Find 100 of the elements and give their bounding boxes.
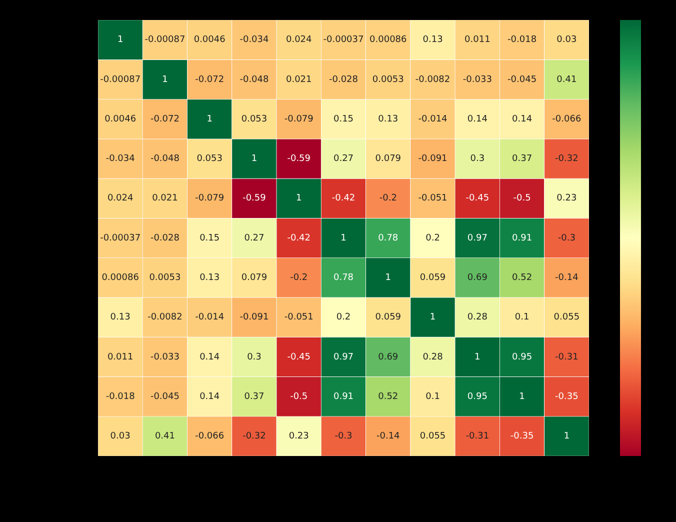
data-label: 0.053 <box>196 154 222 164</box>
data-label: 0.41 <box>556 74 577 85</box>
data-label: 0.91 <box>512 233 532 244</box>
data-label: -0.018 <box>106 392 136 402</box>
data-label: 1 <box>340 233 346 244</box>
data-label: -0.00037 <box>323 35 364 46</box>
data-label: 0.23 <box>556 194 577 204</box>
data-label: 0.27 <box>244 233 264 244</box>
data-label: -0.32 <box>242 432 266 442</box>
data-label: 0.28 <box>422 352 444 362</box>
data-label: -0.033 <box>150 352 180 362</box>
data-label: -0.048 <box>240 74 270 85</box>
data-label: 0.14 <box>512 114 532 124</box>
data-label: 0.78 <box>333 272 354 283</box>
data-label: 1 <box>251 154 258 164</box>
data-label: -0.59 <box>242 194 266 204</box>
data-label: -0.32 <box>555 154 578 164</box>
data-label: 0.053 <box>241 114 268 124</box>
data-label: 1 <box>162 74 168 85</box>
data-label: -0.051 <box>284 312 314 323</box>
data-label: 0.14 <box>467 114 488 124</box>
data-label: 0.1 <box>514 312 530 323</box>
data-label: -0.091 <box>418 154 448 164</box>
data-label: -0.048 <box>150 154 180 164</box>
data-label: 0.13 <box>378 114 398 124</box>
data-label: -0.3 <box>334 432 352 442</box>
data-label: 0.15 <box>200 233 220 244</box>
data-label: -0.00087 <box>100 74 141 85</box>
data-label: -0.034 <box>106 154 136 164</box>
data-label: 0.69 <box>467 272 488 283</box>
data-label: -0.35 <box>555 392 578 402</box>
data-label: -0.0082 <box>415 74 450 85</box>
data-label: 1 <box>385 272 392 283</box>
data-label: -0.028 <box>150 233 180 244</box>
data-label: 0.03 <box>110 432 130 442</box>
data-label: 0.3 <box>247 352 262 362</box>
data-label: 0.024 <box>107 194 134 204</box>
data-label: -0.066 <box>552 114 582 124</box>
data-label: 0.0053 <box>149 272 181 283</box>
data-label: -0.42 <box>287 233 311 244</box>
data-label: 0.055 <box>554 312 580 323</box>
data-label: 0.2 <box>336 312 351 323</box>
data-label: -0.072 <box>195 74 224 85</box>
data-label: 0.37 <box>244 392 264 402</box>
data-label: 1 <box>430 312 436 323</box>
data-label: 0.079 <box>375 154 402 164</box>
data-label: 1 <box>474 352 480 362</box>
data-label: -0.14 <box>555 272 579 283</box>
data-label: 1 <box>206 114 212 124</box>
data-label: 0.055 <box>420 432 446 442</box>
data-label: -0.028 <box>328 74 358 85</box>
data-label: 0.011 <box>464 35 490 46</box>
data-label: -0.31 <box>555 352 578 362</box>
data-label: 0.97 <box>467 233 488 244</box>
data-label: 1 <box>564 432 570 442</box>
data-label: -0.066 <box>195 432 224 442</box>
data-label: 0.14 <box>200 392 220 402</box>
data-label: -0.033 <box>462 74 492 85</box>
data-label: 0.91 <box>333 392 354 402</box>
data-label: 1 <box>117 35 124 46</box>
data-label: 0.1 <box>426 392 440 402</box>
data-label: 0.13 <box>110 312 130 323</box>
data-label: -0.045 <box>508 74 537 85</box>
data-label: 0.011 <box>107 352 134 362</box>
data-label: 1 <box>519 392 525 402</box>
data-label: -0.3 <box>558 233 576 244</box>
data-label: -0.079 <box>195 194 224 204</box>
data-label: 0.52 <box>512 272 532 283</box>
data-label: 0.0053 <box>372 74 404 85</box>
data-label: -0.5 <box>290 392 308 402</box>
data-label: 0.23 <box>288 432 309 442</box>
data-label: 0.52 <box>378 392 398 402</box>
data-label: 0.69 <box>378 352 398 362</box>
data-label: -0.31 <box>466 432 490 442</box>
data-label: -0.018 <box>508 35 537 46</box>
data-label: 0.024 <box>286 35 312 46</box>
data-label: -0.014 <box>195 312 224 323</box>
data-label: -0.14 <box>376 432 400 442</box>
data-label: -0.014 <box>418 114 448 124</box>
data-label: 0.37 <box>512 154 532 164</box>
data-label: -0.034 <box>240 35 270 46</box>
data-label: -0.00087 <box>144 35 186 46</box>
data-label: -0.35 <box>510 432 534 442</box>
data-label: 0.03 <box>556 35 577 46</box>
data-label: -0.072 <box>150 114 180 124</box>
data-label: 0.021 <box>286 74 312 85</box>
data-label: 1 <box>296 194 302 204</box>
data-label: 0.059 <box>375 312 402 323</box>
data-label: 0.15 <box>333 114 354 124</box>
data-label: 0.14 <box>200 352 220 362</box>
data-label: 0.2 <box>426 233 440 244</box>
data-label: 0.13 <box>200 272 220 283</box>
data-label: -0.5 <box>513 194 531 204</box>
data-label: 0.0046 <box>104 114 136 124</box>
data-label: 0.97 <box>333 352 354 362</box>
data-label: 0.3 <box>470 154 485 164</box>
data-label: -0.045 <box>150 392 180 402</box>
data-label: 0.059 <box>420 272 446 283</box>
data-label: 0.95 <box>467 392 488 402</box>
data-label: 0.0046 <box>194 35 226 46</box>
